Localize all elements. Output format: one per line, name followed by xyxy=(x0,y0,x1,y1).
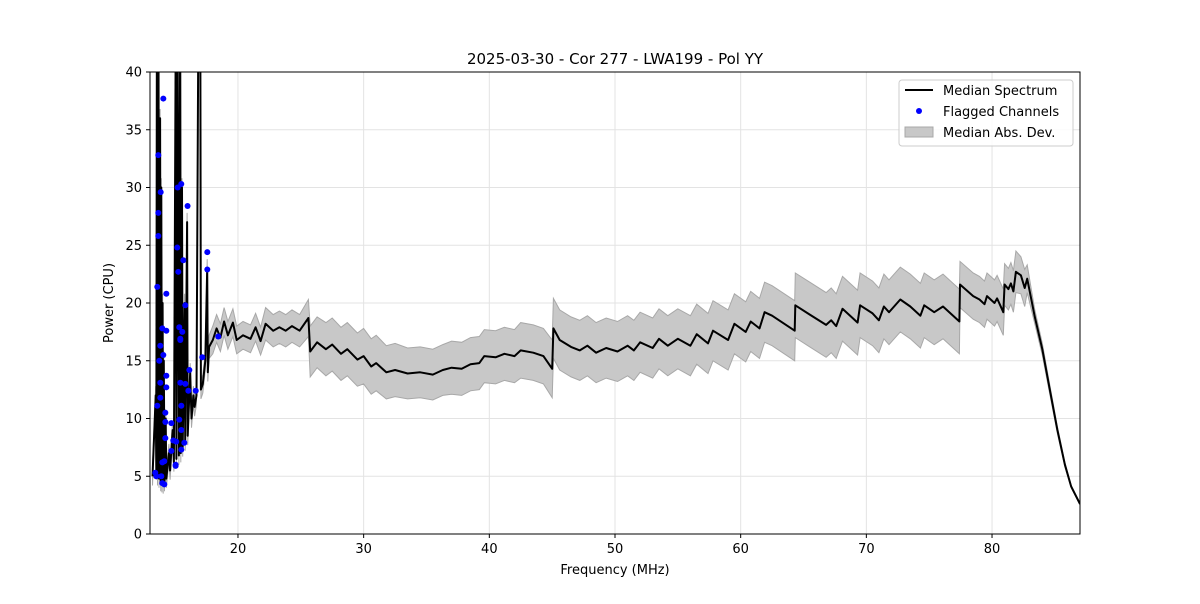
flagged-channel-point xyxy=(215,333,222,340)
flagged-channel-point xyxy=(161,458,168,465)
flagged-channel-point xyxy=(204,266,211,273)
flagged-channel-point xyxy=(172,461,179,468)
flagged-channel-point xyxy=(176,416,183,423)
flagged-channel-point xyxy=(180,257,187,264)
flagged-channel-point xyxy=(163,372,170,379)
axis-ticks: 20 30 40 50 60 70 80 0 5 10 15 20 25 30 35 40 xyxy=(125,66,1000,558)
x-tick-label: 80 xyxy=(984,542,1001,557)
flagged-channel-point xyxy=(176,324,183,331)
y-tick-label: 0 xyxy=(134,528,142,543)
flagged-channel-point xyxy=(173,438,180,445)
x-tick-label: 30 xyxy=(355,542,372,557)
flagged-channel-point xyxy=(178,402,185,409)
flagged-channel-point xyxy=(175,268,182,275)
flagged-channel-point xyxy=(168,420,175,427)
flagged-channel-point xyxy=(163,327,170,334)
legend-flagged-label: Flagged Channels xyxy=(943,105,1059,120)
x-axis-label: Frequency (MHz) xyxy=(560,563,669,578)
flagged-channel-point xyxy=(154,402,161,409)
flagged-channel-point xyxy=(154,283,161,290)
y-tick-label: 10 xyxy=(125,412,142,427)
flagged-channel-point xyxy=(160,95,167,102)
flagged-channel-point xyxy=(161,481,168,488)
y-tick-label: 40 xyxy=(125,66,142,81)
flagged-channel-point xyxy=(184,202,191,209)
x-tick-label: 70 xyxy=(858,542,875,557)
flagged-channel-point xyxy=(157,342,164,349)
flagged-channel-point xyxy=(163,290,170,297)
y-tick-label: 15 xyxy=(125,354,142,369)
flagged-channel-point xyxy=(185,387,192,394)
flagged-channel-point xyxy=(157,379,164,386)
flagged-channel-point xyxy=(162,435,169,442)
flagged-channel-point xyxy=(186,366,193,373)
flagged-channel-point xyxy=(182,302,189,309)
flagged-channel-point xyxy=(155,209,162,216)
flagged-channel-point xyxy=(192,387,199,394)
chart-title: 2025-03-30 - Cor 277 - LWA199 - Pol YY xyxy=(467,50,764,68)
flagged-channel-point xyxy=(178,446,185,453)
legend: Median Spectrum Flagged Channels Median … xyxy=(898,79,1074,147)
legend-mad-swatch xyxy=(904,126,934,138)
flagged-channel-point xyxy=(178,427,185,434)
y-tick-label: 25 xyxy=(125,239,142,254)
median-spectrum-line xyxy=(151,72,1080,505)
mad-band xyxy=(152,72,1080,505)
y-tick-label: 30 xyxy=(125,181,142,196)
y-tick-label: 5 xyxy=(134,470,142,485)
flagged-channels xyxy=(152,95,222,488)
flagged-channel-point xyxy=(153,473,160,480)
y-tick-label: 35 xyxy=(125,123,142,138)
y-tick-label: 20 xyxy=(125,297,142,312)
flagged-channel-point xyxy=(174,244,181,251)
y-axis-label: Power (CPU) xyxy=(102,263,117,343)
flagged-channel-point xyxy=(177,379,184,386)
flagged-channel-point xyxy=(179,328,186,335)
flagged-channel-point xyxy=(157,394,164,401)
x-tick-label: 60 xyxy=(732,542,749,557)
x-tick-label: 20 xyxy=(230,542,247,557)
flagged-channel-point xyxy=(204,249,211,256)
flagged-channel-point xyxy=(158,473,165,480)
legend-mad-label: Median Abs. Dev. xyxy=(943,126,1055,141)
flagged-channel-point xyxy=(178,181,185,188)
legend-median-label: Median Spectrum xyxy=(943,84,1057,99)
flagged-channel-point xyxy=(155,152,162,159)
flagged-channel-point xyxy=(160,351,167,358)
flagged-channel-point xyxy=(162,409,169,416)
flagged-channel-point xyxy=(156,357,163,364)
flagged-channel-point xyxy=(157,189,164,196)
flagged-channel-point xyxy=(155,233,162,240)
flagged-channel-point xyxy=(177,336,184,343)
x-tick-label: 40 xyxy=(481,542,498,557)
legend-flagged-swatch xyxy=(916,108,922,114)
flagged-channel-point xyxy=(162,418,169,425)
x-tick-label: 50 xyxy=(607,542,624,557)
flagged-channel-point xyxy=(168,447,175,454)
flagged-channel-point xyxy=(182,380,189,387)
flagged-channel-point xyxy=(163,384,170,391)
flagged-channel-point xyxy=(199,354,206,361)
flagged-channel-point xyxy=(181,439,188,446)
